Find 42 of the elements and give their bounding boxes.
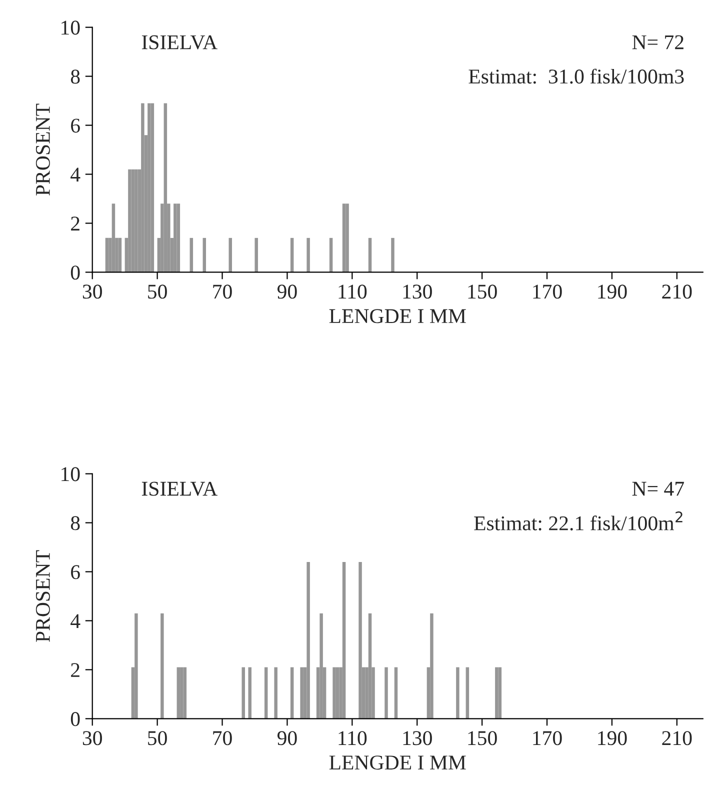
x-tick-label: 30 xyxy=(82,284,102,299)
y-tick-label: 2 xyxy=(71,216,80,230)
x-tick-label: 70 xyxy=(213,284,232,299)
x-axis-title: LENGDE I MM xyxy=(329,756,466,770)
y-tick-label: 2 xyxy=(71,663,80,677)
x-tick-label: 210 xyxy=(662,284,692,299)
y-tick-label: 10 xyxy=(62,20,80,35)
annotation: ISIELVA xyxy=(142,482,218,496)
y-tick-label: 6 xyxy=(71,565,80,580)
y-tick-label: 4 xyxy=(70,614,80,628)
x-tick-label: 170 xyxy=(533,731,562,746)
x-tick-label: 170 xyxy=(533,284,562,299)
x-tick-label: 130 xyxy=(403,731,432,746)
annotation: ISIELVA xyxy=(142,35,218,50)
x-tick-label: 50 xyxy=(148,731,167,746)
x-tick-label: 210 xyxy=(662,731,692,746)
x-tick-label: 30 xyxy=(82,731,102,746)
x-tick-label: 150 xyxy=(468,731,497,746)
y-tick-label: 0 xyxy=(70,712,80,726)
y-tick-label: 6 xyxy=(71,118,80,133)
y-tick-label: 4 xyxy=(70,168,80,182)
x-tick-label: 90 xyxy=(277,284,297,299)
annotation: N= 47 xyxy=(632,482,684,496)
x-tick-label: 130 xyxy=(403,284,432,299)
y-axis-title: PROSENT xyxy=(36,104,50,196)
x-tick-label: 90 xyxy=(277,731,297,746)
y-tick-label: 8 xyxy=(70,516,80,530)
annotation: Estimat: 31.0 fisk/100m3 xyxy=(468,68,684,84)
x-tick-label: 190 xyxy=(598,284,627,299)
y-axis-title: PROSENT xyxy=(36,550,50,642)
x-tick-label: 110 xyxy=(338,731,367,746)
y-tick-label: 0 xyxy=(70,266,80,280)
annotation: N= 72 xyxy=(632,35,684,50)
annotation: Estimat: 22.1 fisk/100m$^{2}$ xyxy=(474,511,682,530)
x-tick-label: 190 xyxy=(598,731,627,746)
x-tick-label: 110 xyxy=(338,284,367,299)
x-tick-label: 70 xyxy=(213,731,232,746)
x-axis-title: LENGDE I MM xyxy=(329,309,466,324)
y-tick-label: 10 xyxy=(62,467,80,482)
y-tick-label: 8 xyxy=(70,70,80,84)
x-tick-label: 50 xyxy=(148,284,167,299)
x-tick-label: 150 xyxy=(468,284,497,299)
